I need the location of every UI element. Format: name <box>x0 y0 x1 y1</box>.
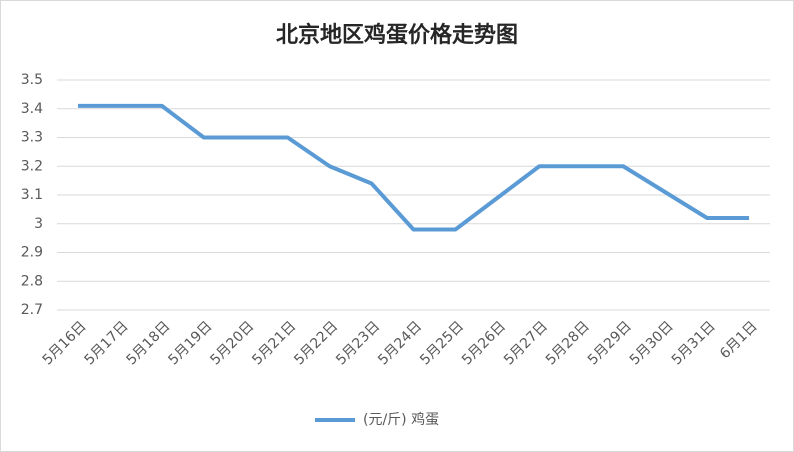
chart-title: 北京地区鸡蛋价格走势图 <box>276 22 518 48</box>
y-tick-label: 3 <box>34 216 43 232</box>
line-series <box>77 103 750 232</box>
y-tick-label: 3.4 <box>21 101 43 117</box>
y-tick-label: 2.7 <box>21 302 43 318</box>
legend-label: (元/斤) 鸡蛋 <box>363 411 439 428</box>
y-tick-label: 3.2 <box>21 158 43 174</box>
y-tick-label: 3.5 <box>21 72 43 88</box>
y-tick-label: 3.3 <box>21 130 43 146</box>
y-tick-label: 2.8 <box>21 273 43 289</box>
y-tick-label: 2.9 <box>21 245 43 261</box>
y-tick-label: 3.1 <box>21 187 43 203</box>
